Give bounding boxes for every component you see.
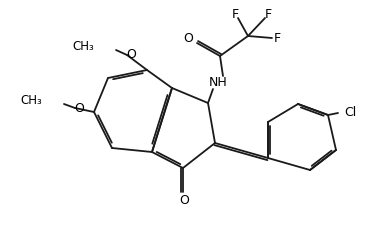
Text: NH: NH [209, 75, 228, 89]
Text: CH₃: CH₃ [20, 93, 42, 106]
Text: O: O [179, 195, 189, 208]
Text: O: O [183, 32, 193, 45]
Text: CH₃: CH₃ [72, 40, 94, 52]
Text: F: F [273, 32, 280, 45]
Text: Cl: Cl [344, 106, 356, 120]
Text: O: O [74, 102, 84, 114]
Text: F: F [265, 8, 272, 21]
Text: F: F [232, 8, 239, 21]
Text: O: O [126, 48, 136, 62]
